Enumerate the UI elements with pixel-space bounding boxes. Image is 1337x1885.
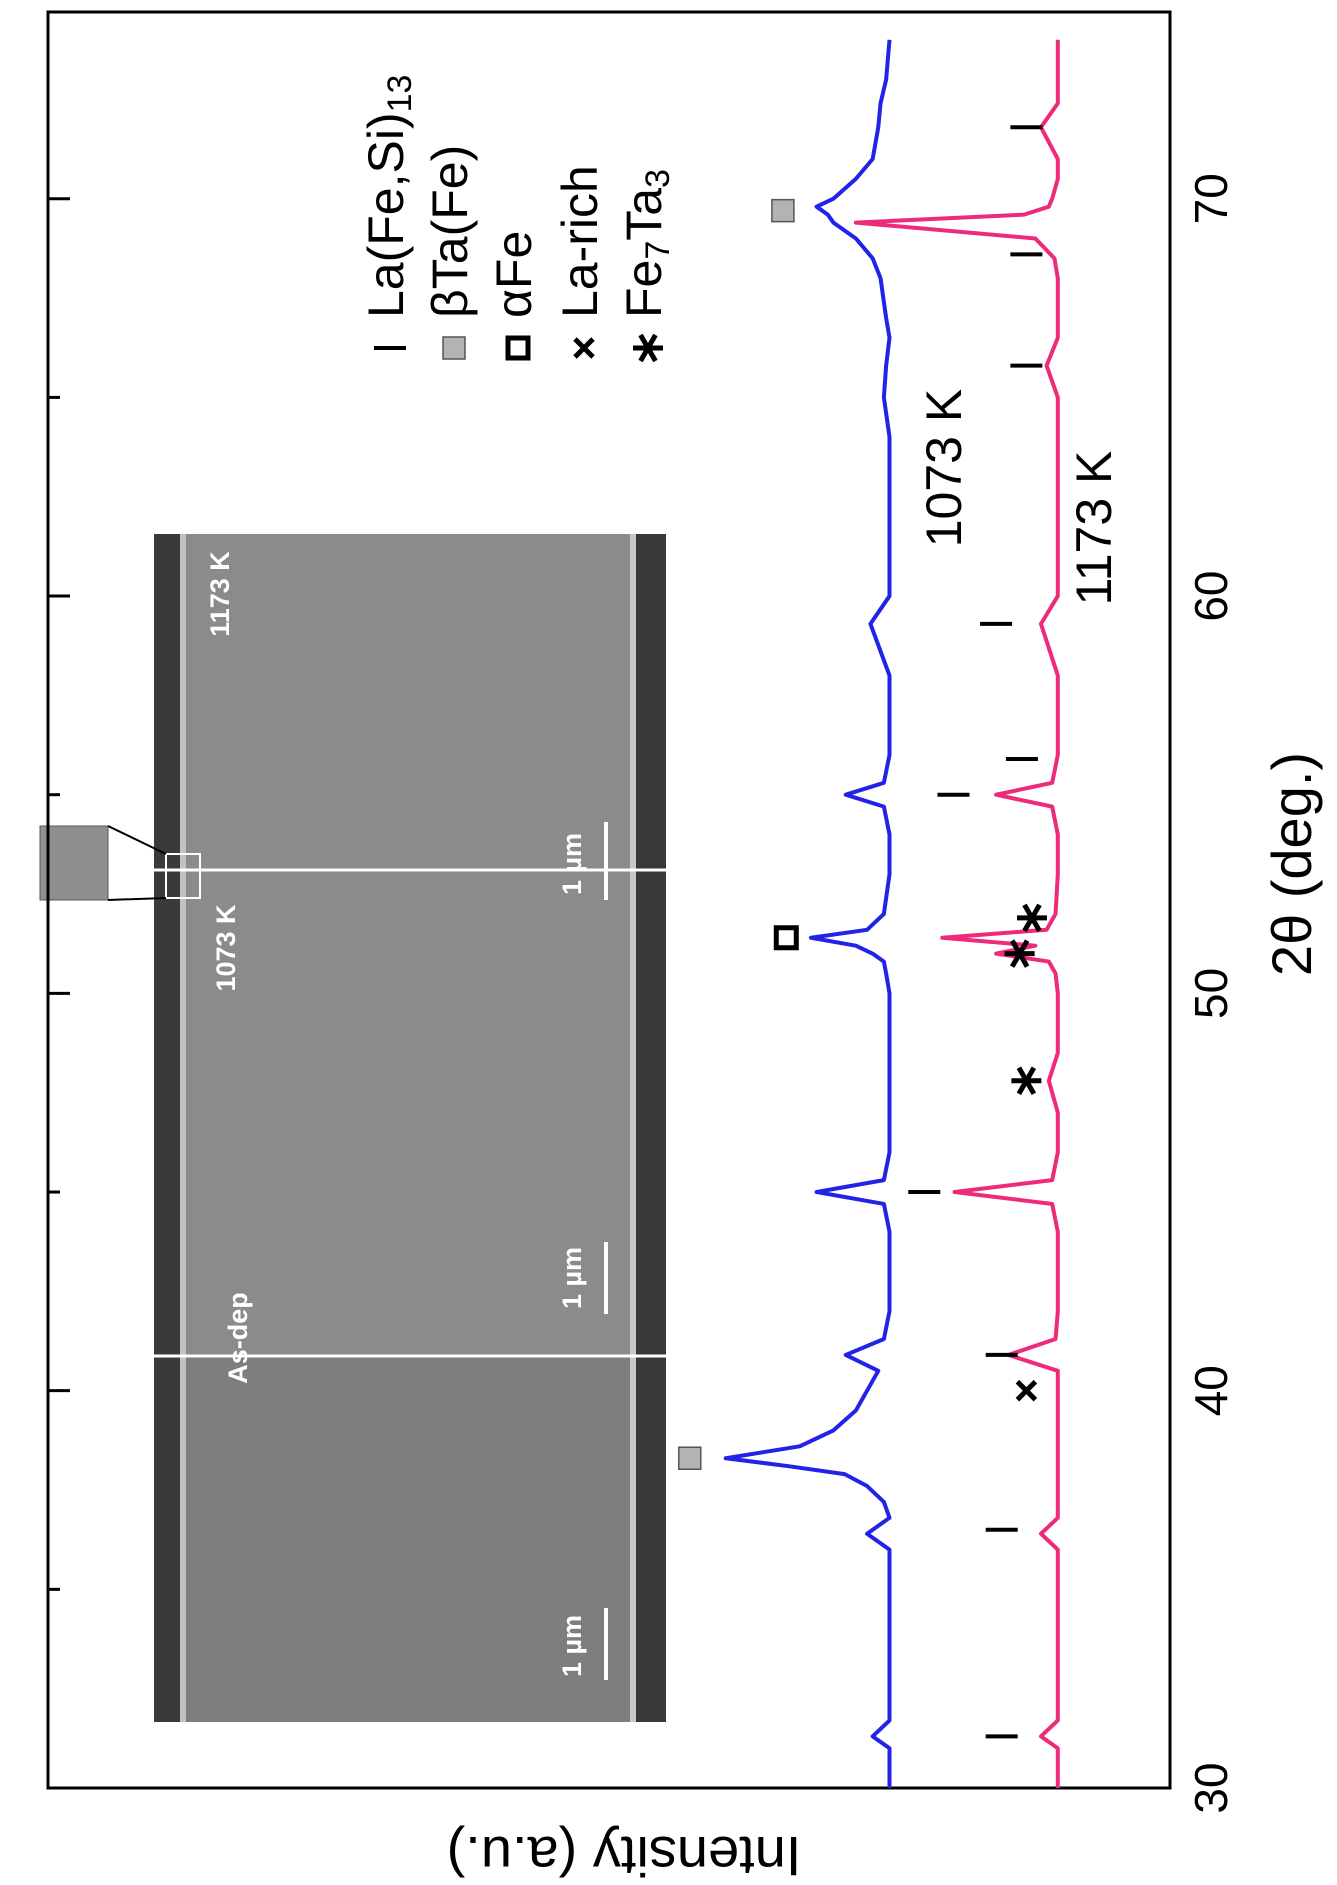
symbol-part	[505, 335, 531, 361]
scale-label: 1 µm	[557, 1615, 587, 1677]
phase-marker	[1011, 1066, 1042, 1096]
sem-inset: As-dep 1073 K 1173 K 1 µm 1 µm 1 µm	[39, 534, 666, 1722]
x-tick-label: 30	[1185, 1762, 1237, 1813]
symbol-part	[678, 1446, 702, 1470]
x-tick-label: 40	[1185, 1365, 1237, 1416]
symbol-part	[573, 337, 595, 359]
phase-marker	[678, 1446, 702, 1470]
legend-symbol	[573, 337, 595, 359]
legend-text: αFe	[486, 231, 542, 318]
legend-text: βTa(Fe)	[422, 145, 478, 318]
x-tick-label: 50	[1185, 968, 1237, 1019]
legend-subscript: 13	[381, 75, 419, 113]
zoom-line	[107, 825, 167, 855]
series-label: 1173 K	[1066, 451, 1122, 606]
panel-label: 1173 K	[205, 551, 235, 637]
phase-marker	[773, 925, 799, 951]
xrd-curve	[723, 39, 892, 1788]
x-tick-label: 70	[1185, 173, 1237, 224]
legend-label: La-rich	[552, 165, 608, 318]
x-tick-label: 60	[1185, 570, 1237, 621]
legend-text: La(Fe,Si)	[358, 112, 414, 318]
symbol-part	[1016, 1066, 1037, 1096]
sem-band	[180, 534, 186, 1722]
scale-label: 1 µm	[557, 833, 587, 895]
phase-marker	[1015, 1379, 1038, 1402]
symbol-part	[1015, 1379, 1038, 1402]
legend-label: La(Fe,Si)13	[358, 75, 419, 318]
phase-marker	[771, 198, 795, 223]
legend-subscript: 3	[639, 169, 677, 188]
phase-marker	[1016, 903, 1047, 933]
legend-label: Fe7Ta3	[616, 169, 677, 318]
legend-label: αFe	[486, 231, 542, 318]
legend-text: Ta	[616, 188, 672, 241]
legend-label: βTa(Fe)	[422, 145, 478, 318]
legend-subscript: 7	[639, 241, 677, 260]
zoom-line	[107, 897, 167, 901]
series-label: 1073 K	[916, 389, 972, 547]
legend-symbol	[633, 333, 663, 363]
symbol-part	[638, 333, 658, 363]
zoom-inset	[39, 825, 109, 901]
phase-marker	[1004, 939, 1035, 968]
sem-panel	[154, 1356, 666, 1722]
legend-symbol	[442, 336, 466, 360]
symbol-part	[442, 336, 466, 360]
legend-symbol	[505, 335, 531, 361]
symbol-part	[771, 198, 795, 223]
legend-text: La-rich	[552, 165, 608, 318]
symbol-part	[1009, 939, 1030, 968]
zoom-region	[165, 853, 201, 899]
sem-band	[154, 534, 180, 1722]
sem-band	[636, 534, 666, 1722]
symbol-part	[773, 925, 799, 951]
x-axis-title: 2θ (deg.)	[1260, 752, 1323, 976]
plot-frame	[46, 10, 1172, 1790]
sem-band	[630, 534, 636, 1722]
scale-label: 1 µm	[557, 1247, 587, 1309]
legend-text: Fe	[616, 260, 672, 318]
panel-label: 1073 K	[211, 904, 241, 992]
symbol-part	[1022, 903, 1042, 933]
y-axis-title: Intensity (a.u.)	[447, 1825, 802, 1885]
panel-label: As-dep	[223, 1292, 253, 1384]
